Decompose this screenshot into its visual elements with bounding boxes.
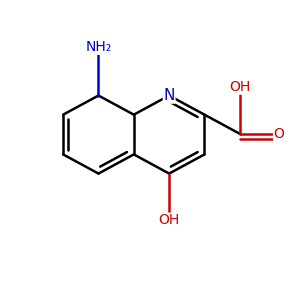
Text: O: O — [274, 127, 284, 141]
Text: NH₂: NH₂ — [85, 40, 112, 54]
Text: OH: OH — [158, 213, 180, 227]
Text: OH: OH — [229, 80, 250, 94]
Text: N: N — [164, 88, 175, 103]
